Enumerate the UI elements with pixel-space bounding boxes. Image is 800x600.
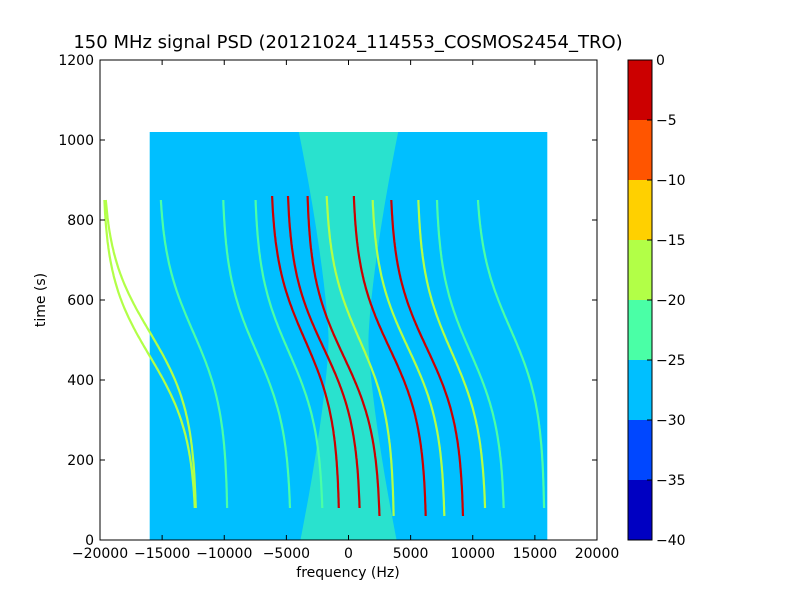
colorbar-tick-label: −20 (656, 293, 686, 309)
y-tick-label: 1000 (58, 133, 94, 149)
x-axis: −20000 −15000 −10000 −5000 0 5000 10000 15000 20… (72, 60, 619, 562)
x-tick-label: −10000 (196, 546, 252, 562)
doppler-trace-1 (104, 199, 197, 509)
colorbar-band (628, 360, 652, 420)
x-tick-label: 10000 (450, 546, 495, 562)
doppler-trace-4 (222, 199, 292, 509)
y-axis: 0 200 400 600 800 1000 1200 (58, 53, 597, 549)
x-tick-label: −20000 (72, 546, 128, 562)
colorbar-band (628, 60, 652, 120)
colorbar: 0 −5 −10 −15 −20 −25 −30 −35 −40 (627, 53, 686, 549)
doppler-trace-3 (159, 199, 229, 508)
x-axis-label: frequency (Hz) (296, 565, 399, 581)
colorbar-band (628, 300, 652, 360)
colorbar-band (628, 180, 652, 240)
y-tick-label: 200 (67, 453, 94, 469)
doppler-trace-11 (371, 199, 446, 516)
colorbar-tick-label: −15 (656, 233, 686, 249)
doppler-trace-13 (417, 200, 487, 508)
y-tick-label: 1200 (58, 53, 94, 69)
colorbar-band (628, 120, 652, 180)
colorbar-band (628, 240, 652, 300)
x-tick-label: −5000 (263, 546, 310, 562)
colorbar-tick-label: −30 (656, 413, 686, 429)
doppler-trace-7 (286, 195, 361, 509)
x-tick-label: 0 (344, 546, 353, 562)
doppler-trace-14 (435, 199, 505, 509)
doppler-trace-8 (306, 195, 381, 517)
doppler-trace-10 (352, 196, 427, 517)
y-tick-label: 800 (67, 213, 94, 229)
colorbar-tick-label: −35 (656, 473, 686, 489)
colorbar-tick-label: −40 (656, 533, 686, 549)
plot-area (100, 60, 597, 540)
y-tick-label: 0 (85, 533, 94, 549)
x-tick-label: 20000 (575, 546, 620, 562)
x-tick-label: 5000 (393, 546, 429, 562)
colorbar-tick-label: 0 (656, 53, 665, 69)
doppler-trace-15 (476, 199, 546, 509)
doppler-trace-5 (254, 199, 324, 509)
doppler-trace-6 (271, 195, 340, 509)
colorbar-tick-label: −25 (656, 353, 686, 369)
y-tick-label: 400 (67, 373, 94, 389)
colorbar-band (628, 480, 652, 540)
x-tick-label: 15000 (513, 546, 558, 562)
x-tick-label: −15000 (134, 546, 190, 562)
colorbar-band (628, 420, 652, 480)
doppler-trace-2 (103, 199, 196, 509)
y-axis-label: time (s) (33, 273, 49, 327)
doppler-trace-9 (325, 195, 395, 516)
heatmap-image (103, 132, 548, 540)
doppler-trace-12 (390, 199, 465, 517)
chart-title: 150 MHz signal PSD (20121024_114553_COSM… (73, 32, 622, 53)
colorbar-tick-label: −10 (656, 173, 686, 189)
y-tick-label: 600 (67, 293, 94, 309)
colorbar-tick-label: −5 (656, 113, 677, 129)
